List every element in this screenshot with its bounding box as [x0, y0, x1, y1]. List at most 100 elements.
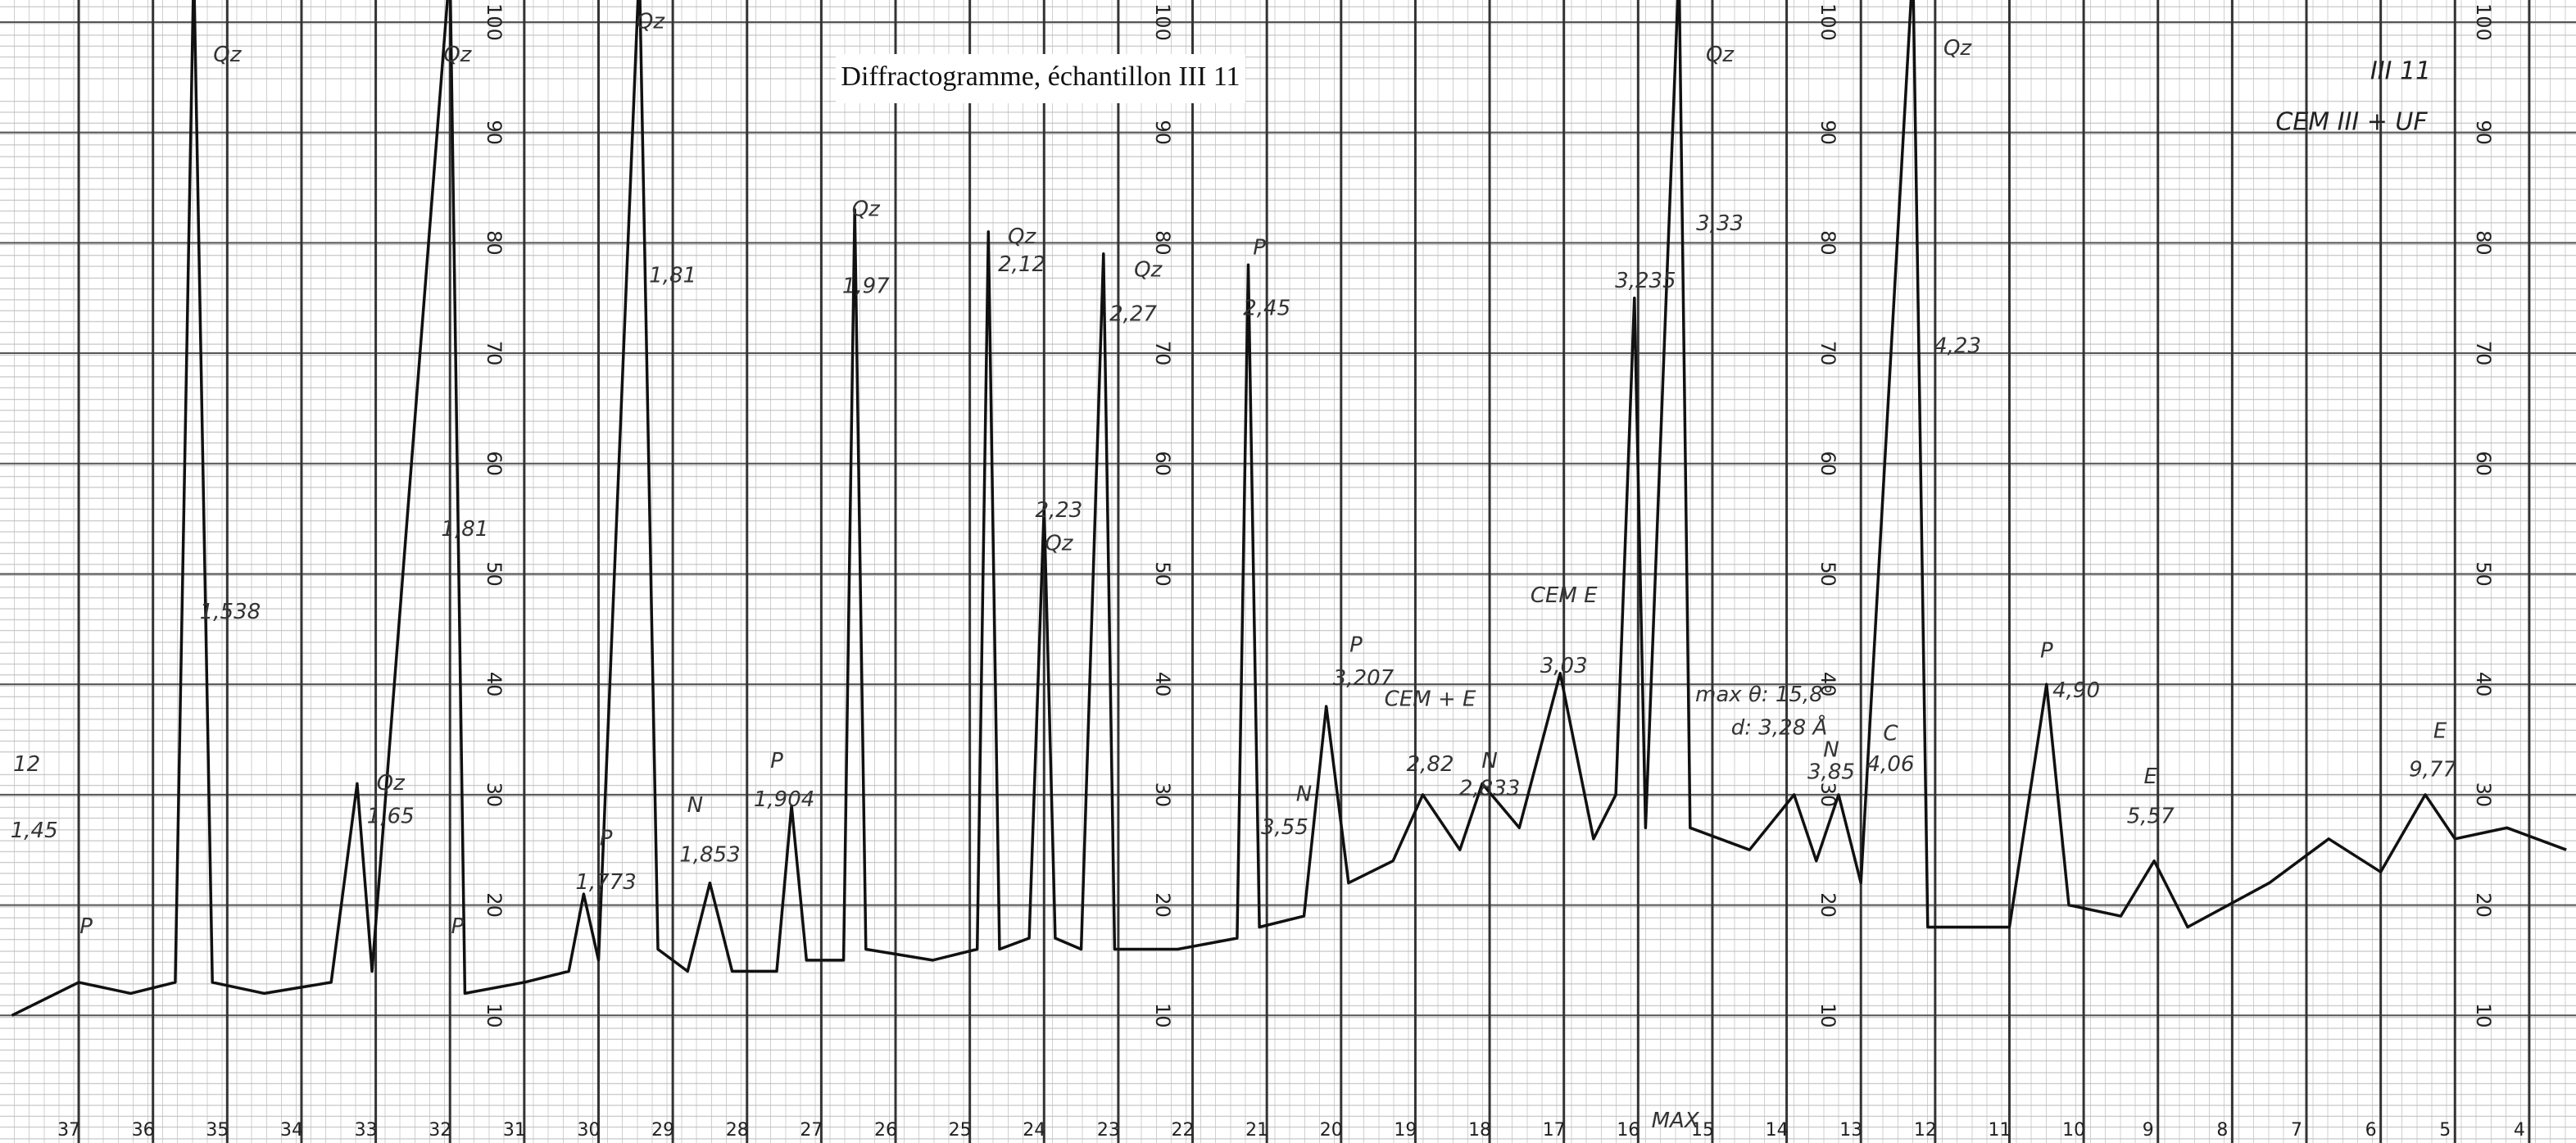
x-tick-label: 35: [206, 1120, 229, 1141]
peak-annotation: P: [451, 914, 464, 939]
x-tick-label: 15: [1691, 1120, 1714, 1141]
peak-annotation: P: [79, 914, 93, 939]
peak-annotation: Qz: [213, 43, 242, 67]
peak-annotation: E: [2433, 719, 2447, 744]
x-tick-label: 19: [1394, 1120, 1417, 1141]
y-tick-label: 10: [2472, 1003, 2495, 1028]
y-tick-label: 30: [483, 782, 506, 808]
peak-annotation: Qz: [1134, 258, 1163, 283]
x-tick-label: 22: [1172, 1120, 1195, 1141]
x-tick-label: 27: [800, 1120, 823, 1141]
x-tick-label: 24: [1023, 1120, 1045, 1141]
x-tick-label: 10: [2062, 1120, 2085, 1141]
peak-annotation: 2,12: [998, 252, 1045, 277]
peak-annotation: max θ: 15,8°: [1695, 683, 1834, 707]
peak-annotation: P: [1349, 633, 1363, 658]
peak-annotation: Qz: [1943, 36, 1972, 61]
peak-annotation: 1,65: [367, 804, 415, 828]
x-tick-label: 7: [2291, 1120, 2302, 1141]
x-tick-label: 4: [2514, 1120, 2525, 1141]
peak-annotation: N: [1481, 749, 1497, 773]
x-tick-label: 8: [2216, 1120, 2228, 1141]
x-tick-label: 34: [280, 1120, 303, 1141]
peak-annotation: P: [770, 749, 783, 773]
peak-annotation: 1,97: [842, 274, 890, 299]
y-tick-label: 40: [1151, 672, 1174, 697]
peak-annotation: CEM E: [1531, 583, 1598, 608]
peak-annotation: P: [1253, 236, 1266, 261]
y-tick-label: 20: [2472, 892, 2495, 918]
y-tick-label: 50: [1816, 561, 1839, 587]
x-tick-label: 28: [726, 1120, 749, 1141]
y-tick-label: 90: [2472, 120, 2495, 145]
y-tick-label: 50: [2472, 561, 2495, 587]
peak-annotation: Qz: [377, 771, 406, 796]
x-tick-label: 9: [2143, 1120, 2154, 1141]
title-box: [836, 54, 1245, 103]
peak-annotation: 1,81: [649, 263, 696, 288]
y-tick-label: 20: [1816, 892, 1839, 918]
peak-annotation: 2,27: [1109, 302, 1157, 326]
peak-annotation: P: [2040, 638, 2053, 663]
chart-title: Diffractogramme, échantillon III 11: [841, 61, 1240, 92]
peak-annotation: 2,833: [1459, 777, 1520, 801]
peak-annotation: Qz: [852, 197, 881, 221]
peak-annotation: 1,853: [679, 842, 740, 867]
y-tick-label: 50: [1151, 561, 1174, 587]
peak-annotation: 12: [13, 752, 40, 777]
x-tick-label: 14: [1766, 1120, 1789, 1141]
peak-annotation: Qz: [1706, 43, 1735, 67]
y-tick-label: 100: [1151, 3, 1174, 41]
y-tick-label: 80: [1816, 230, 1839, 256]
peak-annotation: 2,45: [1243, 297, 1290, 321]
peak-annotation: 2,23: [1035, 498, 1082, 523]
x-tick-label: 6: [2365, 1120, 2377, 1141]
peak-annotation: Qz: [1045, 532, 1073, 556]
x-tick-label: 11: [1988, 1120, 2011, 1141]
y-tick-label: 20: [483, 892, 506, 918]
y-tick-label: 70: [483, 341, 506, 366]
x-tick-label: 23: [1097, 1120, 1120, 1141]
y-tick-label: 60: [483, 451, 506, 476]
peak-annotation: 3,33: [1696, 211, 1744, 236]
y-tick-label: 10: [1151, 1003, 1174, 1028]
y-tick-label: 10: [483, 1003, 506, 1028]
y-tick-label: 70: [1816, 341, 1839, 366]
diffraction-trace: [11, 0, 2567, 1017]
peak-annotation: C: [1883, 721, 1898, 746]
peak-annotation: N: [687, 793, 703, 818]
y-tick-label: 90: [483, 120, 506, 145]
peak-annotation: 1,45: [11, 819, 58, 843]
y-tick-label: 80: [483, 230, 506, 256]
peak-annotation: P: [600, 826, 613, 850]
x-tick-label: 16: [1617, 1120, 1639, 1141]
sample-label: III 11: [2370, 57, 2431, 86]
y-tick-label: 60: [1151, 451, 1174, 476]
x-tick-label: 21: [1245, 1120, 1268, 1141]
x-tick-label: 12: [1914, 1120, 1937, 1141]
peak-annotation: 1,538: [200, 600, 261, 624]
peak-annotation: 3,235: [1615, 269, 1676, 293]
peak-annotation: 3,55: [1261, 815, 1308, 840]
peak-annotation: 3,207: [1333, 666, 1395, 691]
peak-annotation: 1,773: [575, 870, 636, 895]
y-tick-label: 10: [1816, 1003, 1839, 1028]
x-tick-label: 5: [2439, 1120, 2451, 1141]
x-tick-label: 13: [1839, 1120, 1862, 1141]
y-tick-label: 100: [2472, 3, 2495, 41]
x-tick-label: 20: [1320, 1120, 1343, 1141]
y-tick-label: 80: [2472, 230, 2495, 256]
peak-annotation: Qz: [1008, 225, 1036, 249]
x-tick-label: 32: [429, 1120, 451, 1141]
peak-annotation: d: 3,28 Å: [1731, 714, 1827, 741]
x-tick-label: 26: [874, 1120, 897, 1141]
y-tick-label: 90: [1151, 120, 1174, 145]
peak-annotation: N: [1296, 782, 1312, 806]
x-tick-label: 29: [651, 1120, 674, 1141]
peak-annotation: 5,57: [2127, 804, 2175, 828]
x-tick-label: 36: [132, 1120, 155, 1141]
x-tick-label: 31: [503, 1120, 526, 1141]
sample-note: CEM III + UF: [2275, 108, 2428, 137]
